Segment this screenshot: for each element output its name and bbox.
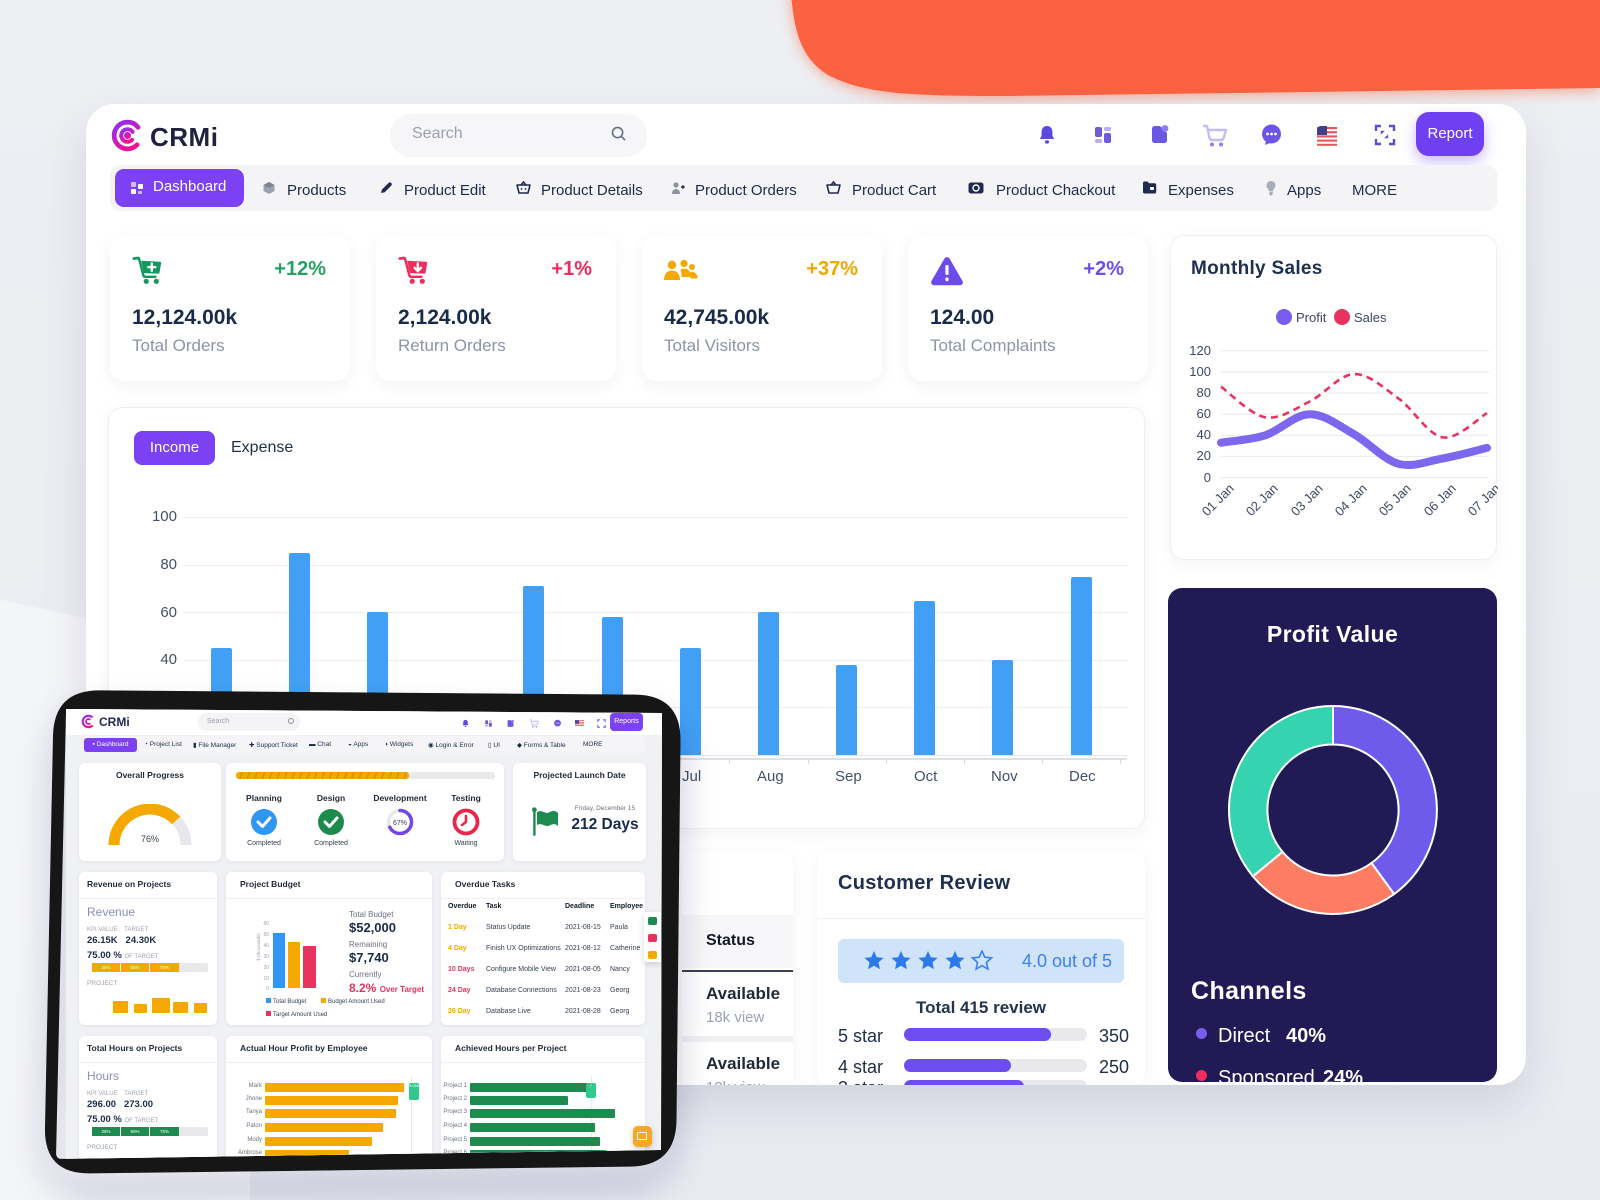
svg-text:03 Jan: 03 Jan [1288, 481, 1326, 519]
svg-text:02 Jan: 02 Jan [1243, 481, 1281, 519]
svg-text:0: 0 [1204, 470, 1211, 485]
svg-text:06 Jan: 06 Jan [1421, 481, 1459, 519]
svg-text:20: 20 [1197, 448, 1211, 463]
svg-text:05 Jan: 05 Jan [1376, 481, 1414, 519]
svg-text:04 Jan: 04 Jan [1332, 481, 1370, 519]
svg-text:120: 120 [1189, 343, 1211, 358]
svg-text:60: 60 [1197, 406, 1211, 421]
svg-text:01 Jan: 01 Jan [1199, 481, 1237, 519]
svg-text:Profit: Profit [1296, 310, 1327, 325]
svg-text:100: 100 [1189, 364, 1211, 379]
svg-text:07 Jan: 07 Jan [1465, 481, 1498, 519]
svg-text:40: 40 [1197, 427, 1211, 442]
svg-text:Sales: Sales [1354, 310, 1387, 325]
svg-text:80: 80 [1197, 385, 1211, 400]
